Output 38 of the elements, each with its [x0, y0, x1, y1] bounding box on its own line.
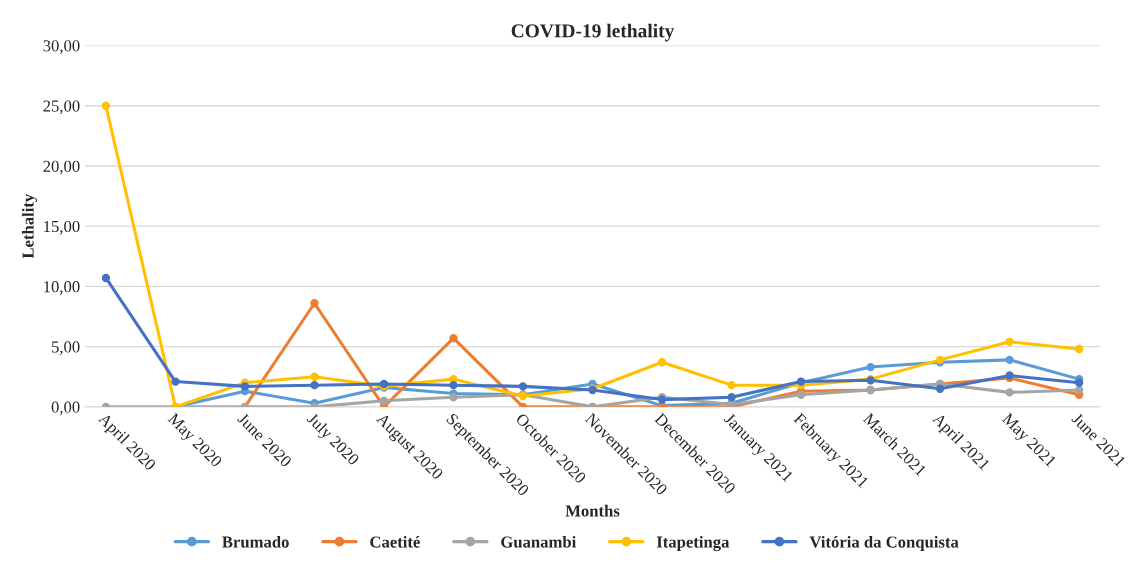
- point: [101, 101, 111, 110]
- point: [1005, 355, 1014, 365]
- point: [1005, 388, 1014, 397]
- point: [449, 393, 458, 402]
- y-tick-label: 5,00: [51, 341, 80, 355]
- point: [518, 382, 528, 391]
- point: [1074, 344, 1084, 354]
- chart-title: COVID-19 lethality: [511, 23, 675, 42]
- y-tick-label: 20,00: [43, 160, 80, 175]
- point: [657, 358, 667, 367]
- point: [1005, 337, 1014, 346]
- y-tick-label: 15,00: [44, 220, 80, 235]
- point: [449, 380, 458, 390]
- legend-label: Guanambi: [501, 535, 577, 548]
- legend-label: Caetité: [370, 535, 420, 548]
- point: [310, 372, 319, 381]
- point: [379, 396, 389, 405]
- point: [101, 273, 111, 283]
- point: [310, 380, 319, 390]
- point: [1074, 378, 1084, 387]
- legend-label: Itapetinga: [656, 535, 730, 552]
- point: [449, 334, 458, 343]
- legend-label: Brumado: [222, 535, 289, 548]
- point: [171, 377, 180, 386]
- point: [727, 393, 736, 402]
- point: [935, 384, 945, 393]
- y-tick-label: 25,00: [43, 100, 80, 115]
- x-axis-title: Months: [565, 504, 620, 517]
- point: [727, 380, 736, 390]
- point: [310, 299, 319, 308]
- x-tick-label: June 2020: [236, 412, 293, 468]
- point: [240, 382, 250, 391]
- y-tick-label: 0,00: [51, 401, 80, 416]
- point: [866, 362, 875, 372]
- y-tick-label: 30,00: [43, 40, 80, 54]
- y-tick-label: 10,00: [44, 281, 80, 295]
- y-axis-title: Lethality: [21, 193, 38, 259]
- legend-label: Vitória da Conquista: [809, 535, 959, 552]
